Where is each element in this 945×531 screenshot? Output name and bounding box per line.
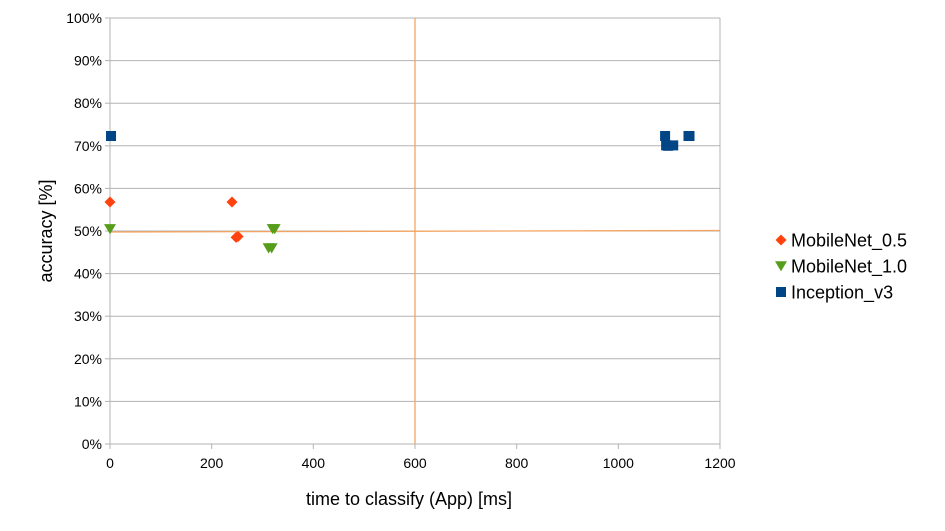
y-tick-label: 80% bbox=[74, 95, 102, 111]
y-axis-title: accuracy [%] bbox=[36, 179, 56, 282]
x-axis-title: time to classify (App) [ms] bbox=[306, 489, 512, 509]
reference-lines bbox=[109, 18, 721, 444]
y-tick-label: 60% bbox=[74, 180, 102, 196]
x-tick-label: 800 bbox=[505, 455, 529, 471]
x-tick-label: 600 bbox=[403, 455, 427, 471]
y-tick-label: 0% bbox=[82, 436, 102, 452]
legend: MobileNet_0.5 MobileNet_1.0 Inception_v3 bbox=[775, 231, 907, 304]
data-point-diamond-point bbox=[104, 196, 116, 208]
y-tick-label: 30% bbox=[74, 308, 102, 324]
data-point-diamond-point bbox=[232, 231, 244, 243]
x-tick-label: 200 bbox=[200, 455, 224, 471]
data-point-triangle-point bbox=[265, 243, 278, 254]
data-point-square-point bbox=[684, 131, 695, 142]
y-tick-label: 90% bbox=[74, 53, 102, 69]
legend-marker bbox=[776, 287, 786, 297]
legend-label: MobileNet_0.5 bbox=[791, 231, 907, 252]
x-tick-label: 0 bbox=[106, 455, 114, 471]
x-tick-label: 1000 bbox=[603, 455, 634, 471]
horizontal-reference-line bbox=[109, 229, 721, 233]
y-axis-ticks: 0% 10% 20% 30% 40% 50% 60% 70% 80% 90% 100% bbox=[66, 10, 110, 452]
data-point-square-point bbox=[668, 140, 679, 151]
x-axis-ticks: 0 200 400 600 800 1000 1200 bbox=[106, 444, 736, 471]
x-tick-label: 1200 bbox=[704, 455, 735, 471]
data-points bbox=[104, 131, 695, 254]
legend-marker bbox=[775, 261, 787, 272]
data-point-triangle-point bbox=[268, 224, 281, 235]
y-tick-label: 100% bbox=[66, 10, 102, 26]
y-tick-label: 20% bbox=[74, 351, 102, 367]
legend-marker bbox=[775, 234, 787, 246]
data-point-square-point bbox=[663, 140, 674, 151]
y-tick-label: 70% bbox=[74, 138, 102, 154]
data-point-square-point bbox=[660, 131, 671, 142]
data-point-diamond-point bbox=[226, 196, 238, 208]
data-point-square-point bbox=[106, 131, 117, 142]
legend-label: Inception_v3 bbox=[791, 283, 893, 304]
x-tick-label: 400 bbox=[302, 455, 326, 471]
legend-label: MobileNet_1.0 bbox=[791, 257, 907, 278]
y-tick-label: 10% bbox=[74, 393, 102, 409]
y-tick-label: 50% bbox=[74, 223, 102, 239]
y-tick-label: 40% bbox=[74, 266, 102, 282]
data-point-triangle-point bbox=[104, 224, 116, 235]
